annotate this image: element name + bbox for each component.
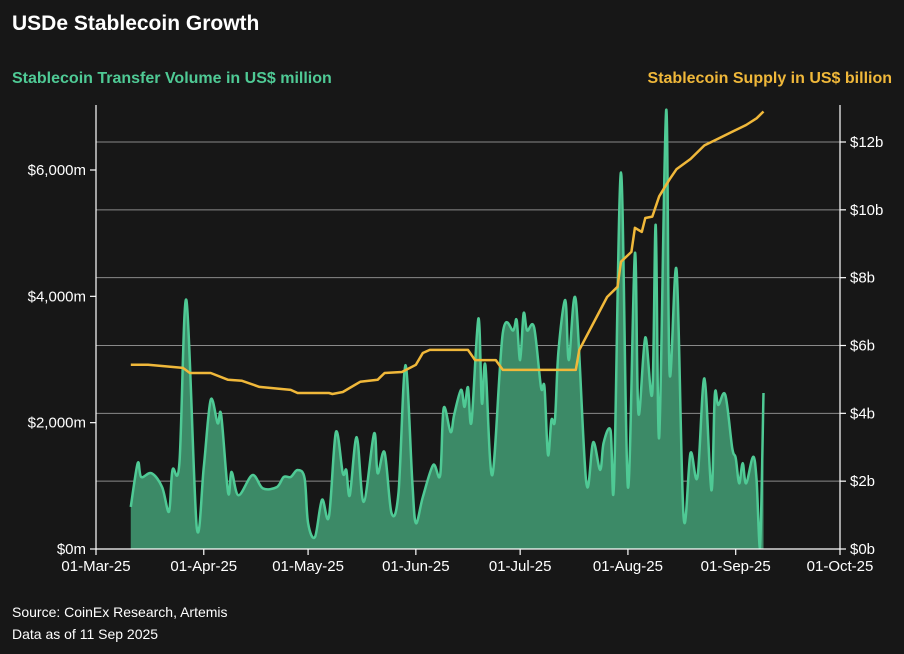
x-tick-label: 01-Oct-25 — [807, 558, 874, 575]
x-tick-label: 01-Jun-25 — [382, 558, 450, 575]
right-tick-label: $4b — [850, 405, 875, 422]
right-tick-label: $0b — [850, 541, 875, 558]
left-tick-label: $6,000m — [28, 162, 86, 179]
right-tick-label: $8b — [850, 270, 875, 287]
left-axis-title: Stablecoin Transfer Volume in US$ millio… — [12, 70, 332, 87]
x-tick-label: 01-Sep-25 — [701, 558, 771, 575]
right-tick-label: $10b — [850, 202, 883, 219]
right-axis-title: Stablecoin Supply in US$ billion — [647, 70, 892, 87]
source-note: Source: CoinEx Research, Artemis Data as… — [12, 601, 228, 645]
supply-line — [130, 110, 765, 396]
axes: $0b $2b $4b $6b $8b $10b $12b $0m $2,000m $4,000m… — [28, 105, 883, 575]
x-tick-label: 01-May-25 — [272, 558, 344, 575]
x-tick-label: 01-Mar-25 — [61, 558, 130, 575]
x-tick-label: 01-Aug-25 — [593, 558, 663, 575]
volume-line — [129, 108, 765, 550]
data-date-text: Data as of 11 Sep 2025 — [12, 626, 159, 642]
right-tick-label: $2b — [850, 473, 875, 490]
x-tick-label: 01-Jul-25 — [489, 558, 552, 575]
chart-title: USDe Stablecoin Growth — [12, 12, 260, 35]
right-tick-label: $6b — [850, 338, 875, 355]
right-tick-label: $12b — [850, 134, 883, 151]
x-tick-label: 01-Apr-25 — [170, 558, 237, 575]
source-text: Source: CoinEx Research, Artemis — [12, 604, 228, 620]
left-tick-label: $2,000m — [28, 415, 86, 432]
left-tick-label: $4,000m — [28, 288, 86, 305]
left-tick-label: $0m — [57, 541, 86, 558]
